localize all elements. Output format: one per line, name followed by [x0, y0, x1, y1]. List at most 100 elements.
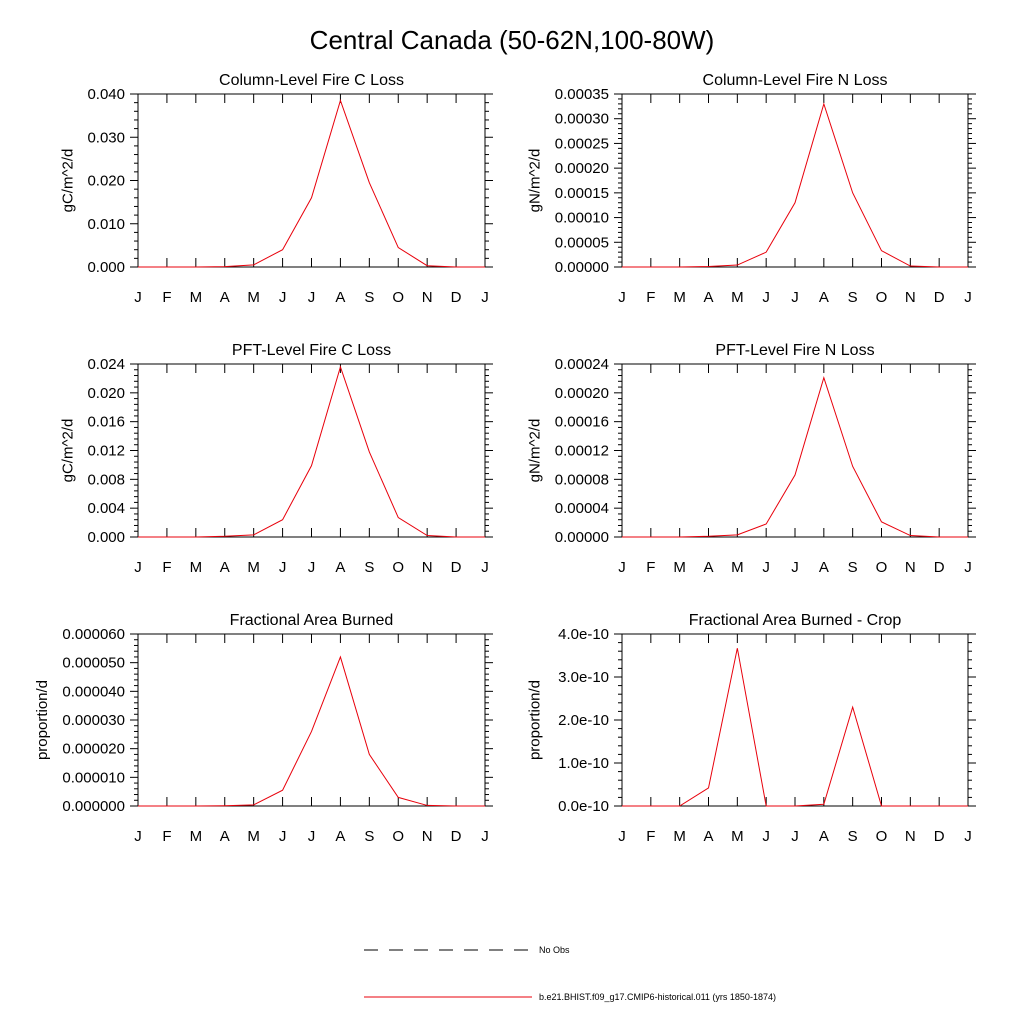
x-tick-label: S [848, 289, 858, 306]
x-tick-label: J [134, 289, 142, 306]
x-tick-label: D [934, 828, 945, 845]
legend: No Obs b.e21.BHIST.f09_g17.CMIP6-historic… [364, 945, 776, 1002]
x-tick-label: M [731, 559, 744, 576]
x-tick-label: D [451, 289, 462, 306]
series-line [622, 102, 968, 268]
x-tick-label: J [134, 828, 142, 845]
x-tick-label: J [279, 289, 287, 306]
y-tick-label: 0.00030 [555, 111, 609, 128]
y-tick-label: 0.000 [87, 259, 125, 276]
x-tick-label: M [673, 828, 686, 845]
x-tick-label: J [308, 289, 316, 306]
x-tick-label: A [220, 559, 230, 576]
panel-title: Fractional Area Burned - Crop [689, 612, 902, 629]
y-tick-label: 0.000010 [62, 769, 125, 786]
y-tick-label: 0.00012 [555, 443, 609, 460]
plot-frame [621, 363, 969, 538]
y-tick-label: 0.000020 [62, 741, 125, 758]
x-tick-label: N [905, 559, 916, 576]
x-tick-label: A [335, 828, 345, 845]
x-tick-label: A [335, 289, 345, 306]
x-tick-label: D [451, 559, 462, 576]
x-tick-label: A [819, 289, 829, 306]
panel-title: Column-Level Fire N Loss [703, 72, 888, 89]
y-tick-label: 0.020 [87, 385, 125, 402]
x-tick-label: J [481, 828, 489, 845]
y-tick-label: 4.0e-10 [558, 626, 609, 643]
y-axis-label: gC/m^2/d [60, 149, 77, 213]
x-tick-label: O [392, 559, 404, 576]
y-tick-label: 0.00008 [555, 471, 609, 488]
y-tick-label: 0.016 [87, 414, 125, 431]
y-tick-label: 0.00020 [555, 160, 609, 177]
legend-entry: No Obs [364, 945, 570, 955]
y-tick-label: 0.000050 [62, 655, 125, 672]
y-tick-label: 0.00020 [555, 385, 609, 402]
y-tick-label: 0.000000 [62, 798, 125, 815]
x-tick-label: J [964, 289, 972, 306]
y-tick-label: 0.020 [87, 173, 125, 190]
x-tick-label: J [762, 289, 770, 306]
x-tick-label: F [646, 828, 655, 845]
x-tick-label: J [618, 289, 626, 306]
x-tick-label: M [731, 289, 744, 306]
y-axis-label: gN/m^2/d [527, 419, 544, 483]
x-tick-label: O [392, 289, 404, 306]
series-line [138, 655, 485, 807]
y-axis-label: gN/m^2/d [527, 149, 544, 213]
x-tick-label: A [819, 559, 829, 576]
x-tick-label: J [308, 828, 316, 845]
x-tick-label: O [392, 828, 404, 845]
y-axis-label: proportion/d [527, 680, 544, 760]
x-tick-label: F [162, 828, 171, 845]
legend-label: No Obs [539, 945, 570, 955]
x-tick-label: A [819, 828, 829, 845]
panel-title: PFT-Level Fire C Loss [232, 342, 391, 359]
y-tick-label: 1.0e-10 [558, 755, 609, 772]
x-tick-label: J [964, 559, 972, 576]
y-tick-label: 0.0e-10 [558, 798, 609, 815]
series-line [622, 376, 968, 538]
x-tick-label: D [451, 828, 462, 845]
legend-label: b.e21.BHIST.f09_g17.CMIP6-historical.011… [539, 992, 776, 1002]
x-tick-label: J [762, 828, 770, 845]
x-tick-label: O [876, 289, 888, 306]
y-tick-label: 0.040 [87, 86, 125, 103]
y-tick-label: 0.00010 [555, 210, 609, 227]
y-tick-label: 0.00015 [555, 185, 609, 202]
y-tick-label: 0.00025 [555, 135, 609, 152]
x-tick-label: M [247, 828, 260, 845]
x-tick-label: M [673, 289, 686, 306]
x-tick-label: N [905, 828, 916, 845]
x-tick-label: S [364, 559, 374, 576]
x-tick-label: J [762, 559, 770, 576]
x-tick-label: J [791, 559, 799, 576]
series-line [138, 98, 485, 268]
x-tick-label: J [618, 828, 626, 845]
x-tick-label: F [162, 559, 171, 576]
x-tick-label: M [247, 289, 260, 306]
y-tick-label: 0.00005 [555, 234, 609, 251]
plot-frame [137, 93, 486, 268]
x-tick-label: J [618, 559, 626, 576]
y-tick-label: 0.000030 [62, 712, 125, 729]
x-tick-label: F [646, 289, 655, 306]
x-tick-label: M [673, 559, 686, 576]
panel-title: Fractional Area Burned [230, 612, 394, 629]
y-tick-label: 0.010 [87, 216, 125, 233]
x-tick-label: J [279, 559, 287, 576]
x-tick-label: A [335, 559, 345, 576]
x-tick-label: J [134, 559, 142, 576]
x-tick-label: J [964, 828, 972, 845]
x-tick-label: J [279, 828, 287, 845]
y-tick-label: 0.00035 [555, 86, 609, 103]
x-tick-label: M [190, 559, 203, 576]
x-tick-label: N [422, 289, 433, 306]
x-tick-label: D [934, 289, 945, 306]
x-tick-label: N [422, 559, 433, 576]
x-tick-label: O [876, 559, 888, 576]
